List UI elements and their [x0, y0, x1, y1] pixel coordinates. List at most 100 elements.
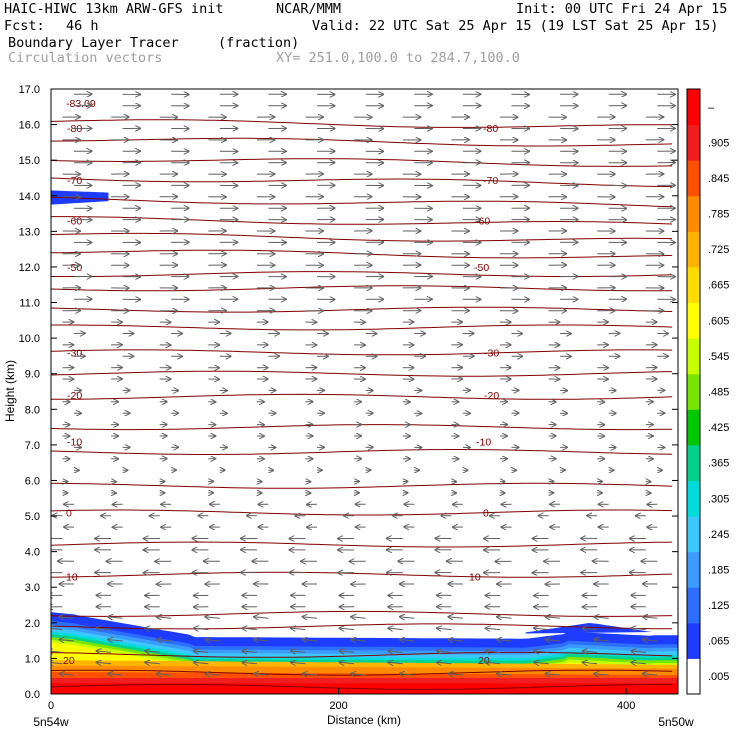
vector-arrow-610	[642, 617, 658, 619]
x-start-location: 5n54w	[33, 715, 69, 729]
colorbar-label: .785	[708, 209, 729, 221]
vector-arrow-663	[59, 674, 75, 676]
colorbar-label: .605	[708, 315, 729, 327]
contour-label: 10	[469, 572, 481, 584]
y-tick-label: 12.0	[19, 262, 40, 274]
colorbar-swatch	[687, 302, 700, 339]
vector-arrow-641	[242, 651, 257, 653]
colorbar-swatch	[687, 373, 700, 410]
vector-arrow-608	[545, 617, 561, 619]
vector-arrow-618	[388, 628, 403, 630]
contour-line-13	[51, 349, 673, 356]
org-label: NCAR/MMM	[276, 1, 342, 17]
axes: 0.0 1.0 2.0 3.0 4.0 5.0 6.0 7.0 8.0 9.0 10.0 11.0 12…	[19, 84, 694, 729]
vector-arrow-669	[351, 674, 366, 676]
contour-line-12	[51, 370, 673, 377]
vector-arrow-606	[448, 617, 463, 619]
vector-arrow-637	[51, 651, 63, 653]
vector-arrow-603	[302, 617, 318, 619]
vector-arrow-645	[436, 651, 452, 653]
contour-line-11	[51, 393, 673, 400]
colorbar-label: .905	[708, 137, 729, 149]
vector-arrow-664	[108, 674, 123, 676]
colorbar-swatch	[687, 89, 700, 126]
contour-line-25	[51, 119, 673, 128]
vector-arrow-666	[205, 674, 220, 676]
colorbar-label: –	[708, 102, 715, 114]
contour-label: -30	[67, 347, 82, 359]
contour-line-2	[51, 651, 673, 658]
vector-arrow-632	[448, 640, 463, 642]
vector-arrow-668	[302, 674, 318, 676]
vector-arrow-636	[642, 640, 658, 642]
y-axis-label: Height (km)	[3, 360, 17, 422]
vector-arrow-642	[291, 651, 306, 653]
y-tick-label: 5.0	[25, 511, 40, 523]
vector-arrow-630	[351, 640, 366, 642]
field-units: (fraction)	[218, 35, 300, 51]
vector-arrow-633	[497, 640, 512, 642]
contour-line-4	[51, 610, 673, 617]
colorbar-label: .425	[708, 422, 729, 434]
contour-line-15	[51, 306, 673, 313]
vector-arrow-648	[582, 651, 598, 653]
vector-arrow-644	[388, 651, 403, 653]
vector-arrow-655	[291, 662, 306, 664]
contour-label: -20	[67, 390, 82, 402]
vector-arrow-625	[108, 640, 123, 642]
colorbar-swatch	[687, 551, 700, 588]
y-tick-label: 3.0	[25, 582, 40, 594]
vector-arrow-634	[545, 640, 561, 642]
y-tick-label: 7.0	[25, 440, 40, 452]
colorbar-swatch	[687, 338, 700, 375]
colorbar-label: .725	[708, 244, 729, 256]
colorbar-label: .185	[708, 564, 729, 576]
contour-line-14	[51, 324, 673, 331]
contour-line-16	[51, 285, 673, 292]
vector-arrow-619	[436, 628, 452, 630]
colorbar-swatch	[687, 516, 700, 553]
vector-arrow-671	[448, 674, 463, 676]
contour-label: -50	[474, 262, 489, 274]
vector-arrow-656	[339, 662, 355, 664]
tracer-patch	[525, 623, 653, 634]
init-time: Init: 00 UTC Fri 24 Apr 15	[516, 1, 728, 17]
vector-arrow-665	[156, 674, 172, 676]
y-tick-label: 17.0	[19, 84, 40, 96]
contour-line-21	[51, 196, 673, 208]
forecast-label: Fcst:	[4, 18, 45, 34]
colorbar-label: .545	[708, 351, 729, 363]
colorbar-swatch	[687, 231, 700, 268]
colorbar-frame	[686, 88, 701, 695]
y-tick-label: 9.0	[25, 369, 40, 381]
contour-line-7	[51, 509, 673, 516]
colorbar-swatch	[687, 622, 700, 659]
y-tick-label: 14.0	[19, 191, 40, 203]
contour-label: -80	[483, 123, 498, 135]
vector-arrow-646	[485, 651, 501, 653]
vector-arrow-615	[242, 628, 257, 630]
contour-line-0	[51, 683, 673, 690]
contour-label: 20	[478, 655, 490, 667]
colorbar-label: .365	[708, 458, 729, 470]
vector-arrow-613	[145, 628, 160, 630]
vector-arrow-639	[145, 651, 160, 653]
contour-line-22	[51, 177, 673, 188]
vector-arrow-653	[193, 662, 209, 664]
plot-frame	[50, 88, 679, 695]
vector-arrow-657	[388, 662, 403, 664]
vector-arrow-635	[594, 640, 609, 642]
colorbar-swatch	[687, 124, 700, 161]
vector-arrow-674	[594, 674, 609, 676]
contour-line-23	[51, 158, 673, 167]
vector-arrow-611	[51, 628, 63, 630]
vector-arrow-672	[497, 674, 512, 676]
vector-arrow-607	[497, 617, 512, 619]
vector-arrow-623	[631, 628, 646, 630]
y-tick-label: 16.0	[19, 120, 40, 132]
y-tick-label: 10.0	[19, 333, 40, 345]
contour-label: 0	[66, 508, 72, 520]
contour-label: 20	[63, 655, 75, 667]
vector-arrow-651	[96, 662, 112, 664]
colorbar-swatch	[687, 587, 700, 624]
